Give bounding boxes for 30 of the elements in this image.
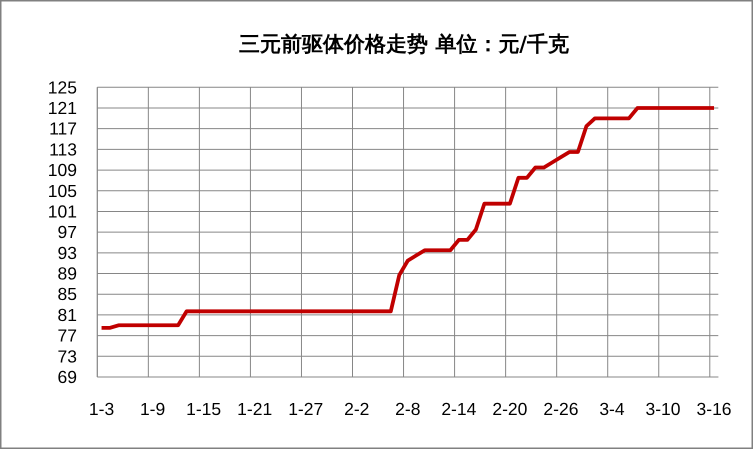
y-tick-label: 77: [58, 326, 77, 346]
x-tick-label: 3-4: [599, 399, 625, 419]
x-tick-label: 2-20: [492, 399, 528, 419]
x-tick-label: 1-9: [140, 399, 166, 419]
y-tick-label: 121: [48, 98, 77, 118]
y-tick-label: 125: [48, 77, 77, 98]
y-tick-label: 97: [58, 222, 77, 242]
y-tick-label: 89: [58, 264, 77, 284]
y-tick-label: 93: [58, 242, 77, 263]
x-tick-label: 1-21: [237, 399, 272, 419]
y-tick-label: 113: [49, 139, 77, 160]
y-tick-label: 105: [48, 180, 77, 201]
x-tick-label: 2-14: [441, 399, 477, 419]
y-tick-label: 117: [49, 118, 77, 139]
y-tick-label: 73: [58, 346, 77, 366]
x-tick-label: 3-10: [645, 399, 681, 419]
chart-title: 三元前驱体价格走势 单位：元/千克: [239, 32, 569, 56]
x-tick-label: 1-3: [88, 399, 114, 419]
y-tick-label: 109: [48, 160, 77, 180]
y-tick-label: 85: [58, 284, 77, 304]
y-tick-label: 69: [58, 367, 77, 387]
x-tick-label: 2-26: [543, 399, 578, 419]
x-tick-label: 2-2: [344, 399, 370, 419]
x-tick-label: 1-15: [186, 399, 222, 419]
y-tick-label: 101: [48, 201, 77, 222]
x-tick-label: 1-27: [288, 399, 324, 419]
x-tick-label: 3-16: [696, 399, 732, 419]
y-tick-label: 81: [58, 304, 77, 325]
x-tick-label: 2-8: [395, 399, 420, 419]
line-series: [100, 106, 716, 330]
